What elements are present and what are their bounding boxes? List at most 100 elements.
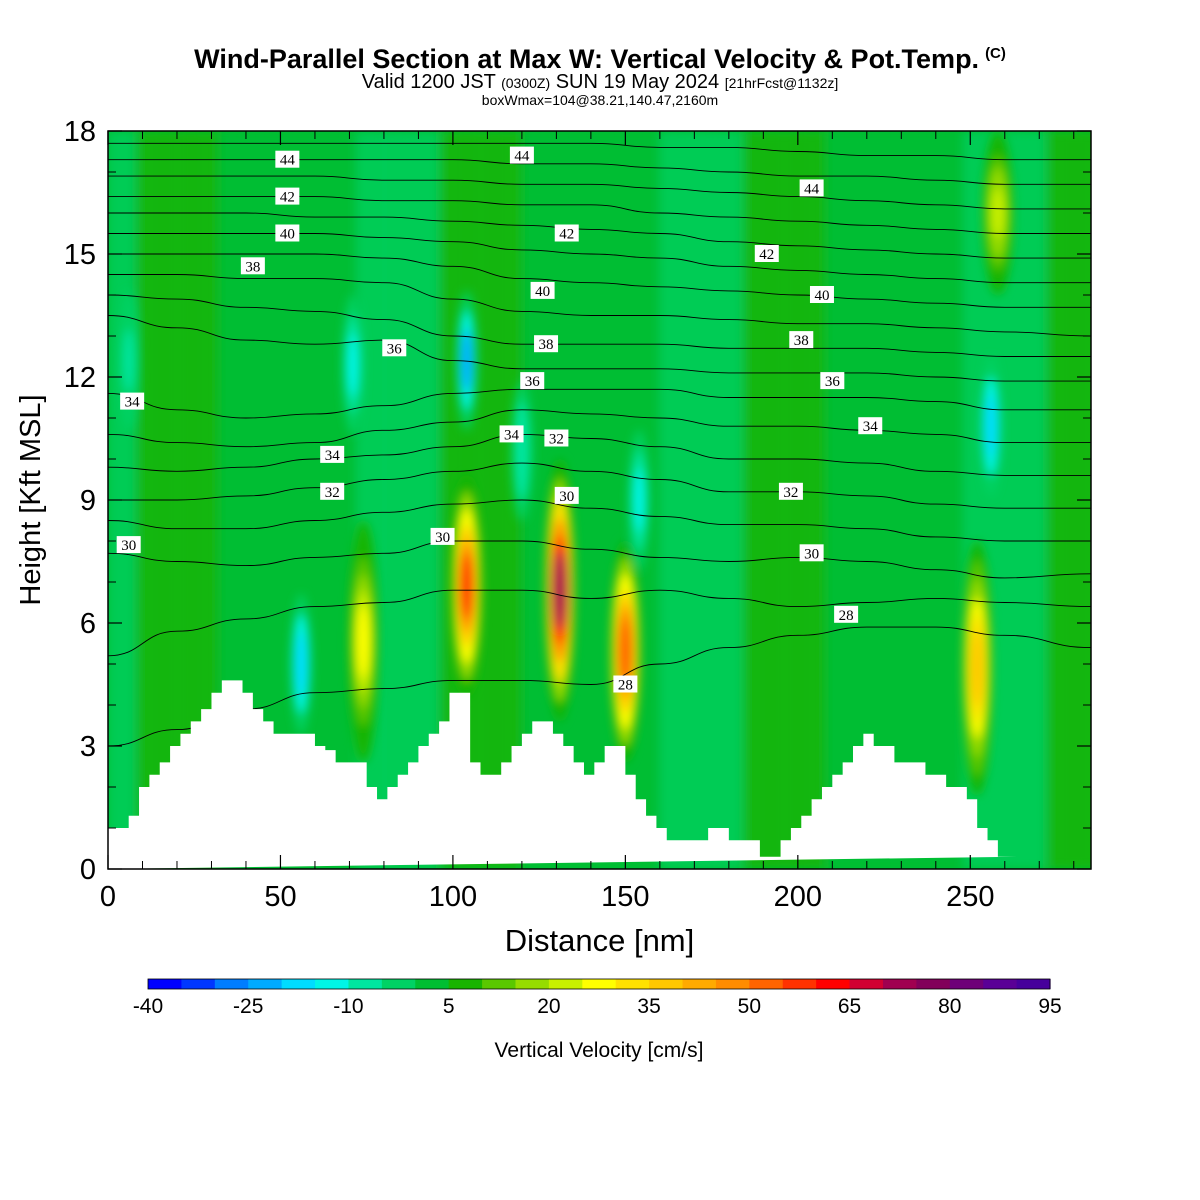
isentrope-label: 38 xyxy=(789,331,814,349)
colorbar-swatch xyxy=(214,979,249,989)
isentrope-label-bg xyxy=(554,224,579,242)
colorbar-swatch xyxy=(315,979,350,989)
isentrope-label: 34 xyxy=(120,392,145,411)
isentrope-label: 32 xyxy=(778,482,803,501)
isentrope-label: 28 xyxy=(613,675,638,694)
isentrope-label-bg xyxy=(499,425,524,443)
field-band xyxy=(1018,131,1048,869)
isentrope-label-bg xyxy=(820,372,845,390)
isentrope-label-bg xyxy=(120,392,145,410)
isentrope-label-bg xyxy=(858,417,883,435)
colorbar: -40 -25 -10 5 20 35 50 65 80 95 Vertical Velocity … xyxy=(133,978,1062,1062)
isentrope-label-text: 30 xyxy=(121,538,136,554)
isentrope-34 xyxy=(108,409,1091,448)
isentrope-label: 36 xyxy=(382,339,407,357)
colorbar-tick-label: 5 xyxy=(443,995,455,1018)
isentrope-label: 30 xyxy=(430,527,455,546)
isentrope-label-bg xyxy=(834,605,859,623)
colorbar-swatch xyxy=(715,979,750,989)
isentrope-label: 42 xyxy=(275,187,300,206)
isentrope-label: 44 xyxy=(799,179,824,197)
isentrope-label: 32 xyxy=(320,482,345,501)
isentrope-label: 30 xyxy=(554,486,579,505)
colorbar-swatch xyxy=(649,979,684,989)
colorbar-swatch xyxy=(816,979,851,989)
isentrope-43 xyxy=(108,175,1091,210)
downdraft-core xyxy=(985,394,997,458)
colorbar-swatch xyxy=(448,979,483,989)
colorbar-swatch xyxy=(482,979,517,989)
colorbar-swatch xyxy=(248,979,283,989)
isentrope-label: 38 xyxy=(240,257,265,275)
isentrope-label-bg xyxy=(799,544,824,562)
y-axis-label: Height [Kft MSL] xyxy=(15,394,47,605)
y-tick-label: 3 xyxy=(80,731,96,763)
isentrope-label: 40 xyxy=(530,281,555,300)
isentrope-label-bg xyxy=(809,286,834,303)
colorbar-tick-label: 65 xyxy=(838,995,861,1018)
isentrope-38 xyxy=(108,274,1091,337)
isentrope-label-bg xyxy=(430,527,455,545)
isentrope-32 xyxy=(108,462,1091,509)
colorbar-swatch xyxy=(949,979,984,989)
isentrope-label-bg xyxy=(799,179,824,197)
chart-title: Wind-Parallel Section at Max W: Vertical… xyxy=(0,44,1200,75)
isentrope-label: 32 xyxy=(544,429,569,448)
colorbar-swatch xyxy=(148,979,183,989)
valid-date: SUN 19 May 2024 xyxy=(555,71,720,93)
isentrope-label-text: 34 xyxy=(325,448,341,464)
downdraft-core xyxy=(295,632,307,696)
isentrope-label-text: 30 xyxy=(435,530,450,546)
isentrope-label: 42 xyxy=(754,245,779,263)
isentrope-41 xyxy=(108,212,1091,259)
updraft-core xyxy=(618,618,632,685)
colorbar-tick-label: 35 xyxy=(637,995,660,1018)
isentrope-label-text: 38 xyxy=(539,337,554,353)
colorbar-tick-label: -25 xyxy=(233,995,263,1018)
x-axis-label: Distance [nm] xyxy=(505,923,695,958)
x-tick-label: 100 xyxy=(429,881,477,913)
isentrope-label: 44 xyxy=(275,150,300,169)
y-tick-label: 12 xyxy=(64,362,96,394)
colorbar-swatch xyxy=(882,979,917,989)
isentrope-label: 36 xyxy=(820,372,845,390)
field-band xyxy=(742,131,772,869)
colorbar-tick-label: 80 xyxy=(938,995,961,1018)
isentrope-label-bg xyxy=(754,245,779,262)
updraft-core xyxy=(991,188,1005,238)
updraft-core xyxy=(553,550,567,630)
isentrope-label-text: 32 xyxy=(549,432,564,448)
copyright-mark: (C) xyxy=(985,45,1006,62)
field-band xyxy=(1046,131,1075,869)
chart-subtitle: boxWmax=104@38.21,140.47,2160m xyxy=(481,92,719,108)
isentrope-labels: 44 42 40 38 36 34 34 32 30 30 44 42 40 38 36 34 32 30 28 44… xyxy=(116,146,883,694)
downdraft-core xyxy=(347,333,359,397)
colorbar-swatch xyxy=(548,979,583,989)
colorbar-swatch xyxy=(381,979,416,989)
colorbar-swatch xyxy=(348,979,383,989)
field-band xyxy=(797,131,827,869)
isentrope-label-text: 28 xyxy=(839,608,854,624)
isentrope-label-text: 36 xyxy=(825,374,841,390)
forecast-info: [21hrFcst@1132z] xyxy=(724,75,839,91)
x-tick-label: 150 xyxy=(601,881,649,913)
field-band xyxy=(577,131,606,869)
isentrope-label-bg xyxy=(275,224,300,242)
colorbar-swatch xyxy=(415,979,450,989)
colorbar-swatch xyxy=(1016,979,1051,989)
isentrope-label: 30 xyxy=(799,544,824,562)
downdraft-core xyxy=(633,468,645,532)
isentrope-label: 40 xyxy=(275,224,300,243)
updraft-core xyxy=(460,552,474,620)
chart-valid-time: Valid 1200 JST (0300Z) SUN 19 May 2024 [… xyxy=(0,71,1200,94)
isentrope-label-text: 42 xyxy=(559,227,574,243)
isentrope-label-bg xyxy=(778,482,803,500)
isentrope-label-text: 34 xyxy=(863,419,879,435)
isentrope-35 xyxy=(108,388,1091,419)
isentrope-label-bg xyxy=(509,146,534,164)
downdraft-core xyxy=(123,329,135,393)
updraft-core xyxy=(970,629,984,707)
isentrope-label-text: 28 xyxy=(618,678,633,694)
colorbar-frame xyxy=(147,978,1051,990)
